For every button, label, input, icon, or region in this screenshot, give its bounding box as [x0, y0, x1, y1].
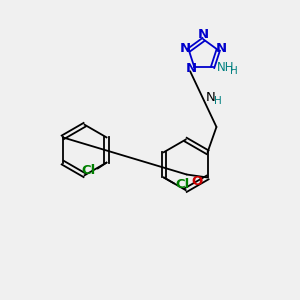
Text: H: H	[230, 66, 238, 76]
Text: NH: NH	[217, 61, 235, 74]
Text: N: N	[180, 42, 191, 55]
Text: N: N	[206, 91, 216, 104]
Text: N: N	[198, 28, 209, 41]
Text: Cl: Cl	[82, 164, 96, 177]
Text: O: O	[191, 175, 203, 188]
Text: N: N	[216, 42, 227, 55]
Text: H: H	[214, 97, 221, 106]
Text: N: N	[185, 62, 197, 75]
Text: Cl: Cl	[176, 178, 190, 191]
